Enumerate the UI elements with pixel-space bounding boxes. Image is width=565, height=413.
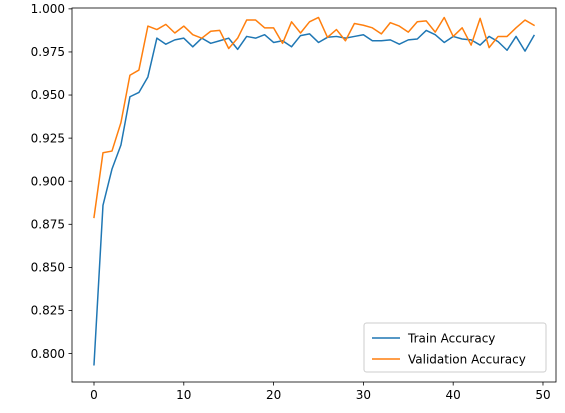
- y-tick-label: 0.950: [31, 88, 65, 102]
- series-line-0: [93, 29, 536, 366]
- y-tick-label: 0.825: [31, 304, 65, 318]
- y-tick-label: 0.800: [31, 347, 65, 361]
- axes-frame: [71, 7, 557, 383]
- legend-box: [363, 322, 547, 373]
- legend-label: Train Accuracy: [407, 331, 495, 345]
- x-axis-ticks: 0 10 20 30 40 50: [90, 382, 551, 402]
- series-line-1: [93, 16, 536, 219]
- y-tick-label: 1.000: [31, 2, 65, 16]
- x-tick-label: 30: [356, 388, 371, 402]
- y-tick-label: 0.925: [31, 131, 65, 145]
- legend: Train Accuracy Validation Accuracy: [363, 322, 547, 373]
- x-tick-label: 10: [176, 388, 191, 402]
- x-tick-label: 0: [90, 388, 98, 402]
- y-tick-label: 0.975: [31, 45, 65, 59]
- legend-label: Validation Accuracy: [408, 352, 526, 366]
- y-tick-label: 0.875: [31, 217, 65, 231]
- y-tick-label: 0.850: [31, 261, 65, 275]
- plot-frame: [71, 7, 557, 383]
- y-axis-ticks: 0.800 0.825 0.850 0.875 0.900 0.925 0.950 0.975…: [31, 2, 72, 361]
- x-tick-label: 40: [446, 388, 461, 402]
- plot-lines: [93, 16, 536, 366]
- x-tick-label: 50: [535, 388, 550, 402]
- y-tick-label: 0.900: [31, 174, 65, 188]
- x-tick-label: 20: [266, 388, 281, 402]
